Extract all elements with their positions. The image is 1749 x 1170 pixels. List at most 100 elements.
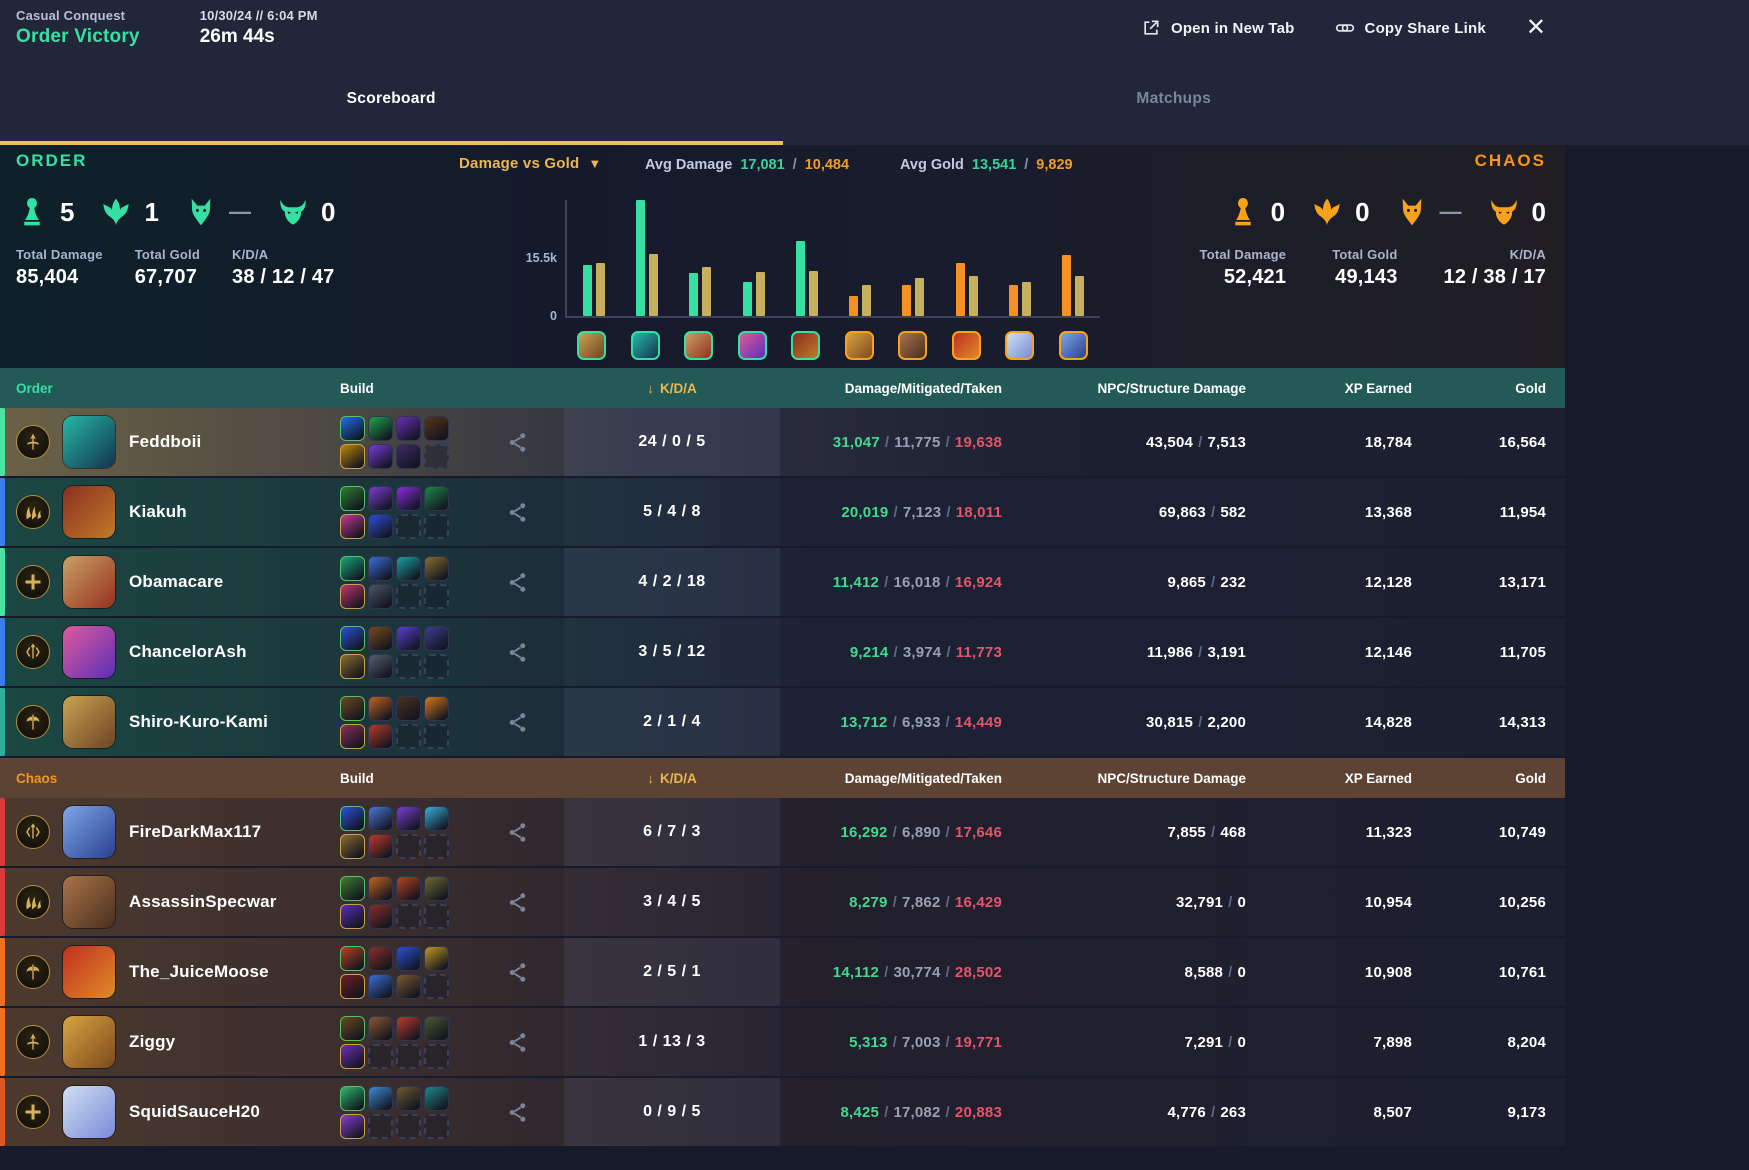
item-icon[interactable] [368,723,393,749]
item-icon[interactable] [340,1043,365,1069]
chart-player-portrait[interactable] [684,331,714,360]
item-build-grid[interactable] [340,1085,449,1139]
table-row[interactable]: ChancelorAsh 3 / 5 / 12 9,214/3,974/11,7… [0,618,1565,686]
item-icon[interactable] [340,653,365,679]
item-build-grid[interactable] [340,625,449,679]
item-icon[interactable] [396,1085,421,1111]
column-header-kda[interactable]: ↓ K/D/A [647,770,697,786]
item-icon[interactable] [396,973,421,999]
item-icon[interactable] [424,805,449,831]
player-name[interactable]: FireDarkMax117 [129,822,262,841]
item-icon[interactable] [424,1085,449,1111]
column-header-xp[interactable]: XP Earned [1344,380,1412,396]
item-icon[interactable] [424,485,449,511]
column-header-gold[interactable]: Gold [1515,380,1546,396]
item-icon[interactable] [340,583,365,609]
item-icon[interactable] [368,875,393,901]
item-build-grid[interactable] [340,1015,449,1069]
item-icon[interactable] [340,443,365,469]
table-row[interactable]: Feddboii 24 / 0 / 5 31,047/11,775/19,638… [0,408,1565,476]
share-build-button[interactable] [470,431,564,454]
share-build-button[interactable] [470,641,564,664]
item-icon[interactable] [368,625,393,651]
player-name[interactable]: The_JuiceMoose [129,962,269,981]
player-name[interactable]: Feddboii [129,432,202,451]
item-icon[interactable] [424,875,449,901]
table-row[interactable]: Shiro-Kuro-Kami 2 / 1 / 4 13,712/6,933/1… [0,688,1565,756]
item-icon[interactable] [340,695,365,721]
table-row[interactable]: Obamacare 4 / 2 / 18 11,412/16,018/16,92… [0,548,1565,616]
item-icon[interactable] [340,833,365,859]
share-build-button[interactable] [470,1101,564,1124]
item-icon[interactable] [424,415,449,441]
table-row[interactable]: Ziggy 1 / 13 / 3 5,313/7,003/19,771 7,29… [0,1008,1565,1076]
player-name[interactable]: Ziggy [129,1032,176,1051]
item-icon[interactable] [340,973,365,999]
chart-player-portrait[interactable] [844,331,874,360]
item-icon[interactable] [396,695,421,721]
item-icon[interactable] [368,973,393,999]
share-build-button[interactable] [470,1031,564,1054]
tab-matchups[interactable]: Matchups [783,56,1566,145]
item-icon[interactable] [368,485,393,511]
item-icon[interactable] [368,583,393,609]
tab-scoreboard[interactable]: Scoreboard [0,56,783,145]
item-icon[interactable] [368,1085,393,1111]
item-icon[interactable] [396,485,421,511]
share-build-button[interactable] [470,891,564,914]
item-icon[interactable] [396,945,421,971]
item-icon[interactable] [396,555,421,581]
column-header-npc[interactable]: NPC/Structure Damage [1097,380,1246,396]
item-build-grid[interactable] [340,415,449,469]
table-row[interactable]: The_JuiceMoose 2 / 5 / 1 14,112/30,774/2… [0,938,1565,1006]
item-icon[interactable] [396,415,421,441]
item-icon[interactable] [340,723,365,749]
item-icon[interactable] [340,625,365,651]
player-name[interactable]: AssassinSpecwar [129,892,277,911]
copy-share-link-button[interactable]: Copy Share Link [1335,18,1486,38]
chart-player-portrait[interactable] [737,331,767,360]
item-icon[interactable] [340,555,365,581]
table-row[interactable]: FireDarkMax117 6 / 7 / 3 16,292/6,890/17… [0,798,1565,866]
player-name[interactable]: ChancelorAsh [129,642,247,661]
item-icon[interactable] [424,1015,449,1041]
item-build-grid[interactable] [340,485,449,539]
item-icon[interactable] [340,805,365,831]
share-build-button[interactable] [470,711,564,734]
player-name[interactable]: SquidSauceH20 [129,1102,261,1121]
item-build-grid[interactable] [340,805,449,859]
column-header-damage[interactable]: Damage/Mitigated/Taken [844,380,1002,396]
item-icon[interactable] [340,903,365,929]
chart-metric-dropdown[interactable]: Damage vs Gold ▼ [459,155,601,172]
share-build-button[interactable] [470,961,564,984]
item-icon[interactable] [396,625,421,651]
item-icon[interactable] [368,1015,393,1041]
share-build-button[interactable] [470,501,564,524]
chart-player-portrait[interactable] [630,331,660,360]
item-build-grid[interactable] [340,555,449,609]
item-icon[interactable] [424,945,449,971]
share-build-button[interactable] [470,821,564,844]
player-name[interactable]: Shiro-Kuro-Kami [129,712,268,731]
item-icon[interactable] [368,443,393,469]
item-icon[interactable] [340,513,365,539]
item-icon[interactable] [340,1085,365,1111]
item-icon[interactable] [424,555,449,581]
item-icon[interactable] [368,695,393,721]
column-header-npc[interactable]: NPC/Structure Damage [1097,770,1246,786]
table-row[interactable]: SquidSauceH20 0 / 9 / 5 8,425/17,082/20,… [0,1078,1565,1146]
item-icon[interactable] [368,903,393,929]
item-icon[interactable] [396,875,421,901]
item-build-grid[interactable] [340,695,449,749]
table-row[interactable]: Kiakuh 5 / 4 / 8 20,019/7,123/18,011 69,… [0,478,1565,546]
item-icon[interactable] [340,1015,365,1041]
close-icon[interactable]: ✕ [1525,14,1546,41]
chart-player-portrait[interactable] [577,331,607,360]
item-icon[interactable] [340,415,365,441]
chart-player-portrait[interactable] [1005,331,1035,360]
item-icon[interactable] [368,513,393,539]
chart-player-portrait[interactable] [1058,331,1088,360]
share-build-button[interactable] [470,571,564,594]
item-icon[interactable] [368,833,393,859]
item-icon[interactable] [368,945,393,971]
